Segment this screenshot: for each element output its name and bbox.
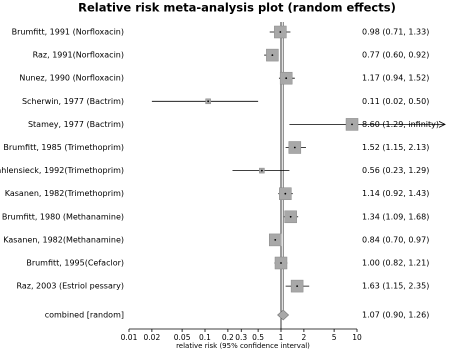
value-label: 1.52 (1.15, 2.13) <box>362 143 429 152</box>
value-label: 1.14 (0.92, 1.43) <box>362 189 429 198</box>
study-label: Stamey, 1977 (Bactrim) <box>28 120 124 129</box>
x-tick-label: 0.02 <box>144 333 161 342</box>
ci-arrow <box>438 121 446 128</box>
chart-title: Relative risk meta-analysis plot (random… <box>78 1 396 15</box>
x-tick-label: 0.5 <box>252 333 264 342</box>
estimate-dot <box>260 169 263 172</box>
study-label: Brumfitt, 1995(Cefaclor) <box>26 259 124 268</box>
study-label: Vahlensieck, 1992(Trimethoprim) <box>0 166 124 175</box>
value-label: 0.11 (0.02, 0.50) <box>362 97 429 106</box>
value-label: 1.00 (0.82, 1.21) <box>362 259 429 268</box>
estimate-dot <box>274 239 277 241</box>
pooled-value-label: 1.07 (0.90, 1.26) <box>362 311 429 320</box>
estimate-dot <box>293 146 296 149</box>
estimate-dot <box>279 31 282 33</box>
x-tick-label: 2 <box>301 333 306 342</box>
study-label: Brumfitt, 1980 (Methanamine) <box>2 212 124 221</box>
value-label: 0.56 (0.23, 1.29) <box>362 166 429 175</box>
x-tick-label: 0.01 <box>121 333 138 342</box>
value-label: 0.98 (0.71, 1.33) <box>362 28 429 37</box>
x-tick-label: 0.05 <box>174 333 191 342</box>
x-tick-label: 5 <box>332 333 337 342</box>
study-label: Raz, 1991(Norfloxacin) <box>33 51 124 60</box>
value-label: 1.17 (0.94, 1.52) <box>362 74 429 83</box>
x-tick-label: 0.2 <box>222 333 234 342</box>
value-label: 0.84 (0.70, 0.97) <box>362 235 429 244</box>
x-tick-label: 10 <box>352 333 362 342</box>
x-axis-label: relative risk (95% confidence interval) <box>176 342 310 350</box>
study-label: Brumfitt, 1991 (Norfloxacin) <box>12 28 124 37</box>
x-tick-label: 1 <box>279 333 284 342</box>
value-label: 1.34 (1.09, 1.68) <box>362 212 429 221</box>
estimate-dot <box>207 100 210 103</box>
estimate-dot <box>285 77 288 80</box>
study-label: Scherwin, 1977 (Bactrim) <box>22 97 124 106</box>
pooled-diamond <box>277 309 290 321</box>
estimate-dot <box>280 262 282 264</box>
value-label: 1.63 (1.15, 2.35) <box>362 282 429 291</box>
x-tick-label: 0.1 <box>199 333 211 342</box>
estimate-dot <box>271 54 274 56</box>
study-label: Brumfitt, 1985 (Trimethoprim) <box>3 143 124 152</box>
estimate-dot <box>284 192 287 195</box>
estimate-dot <box>351 123 353 126</box>
estimate-dot <box>296 285 299 287</box>
study-label: Nunez, 1990 (Norfloxacin) <box>19 74 124 83</box>
value-label: 0.77 (0.60, 0.92) <box>362 51 429 60</box>
pooled-label: combined [random] <box>45 311 124 320</box>
x-tick-label: 0.3 <box>235 333 247 342</box>
study-label: Kasanen, 1982(Methanamine) <box>3 235 124 244</box>
estimate-dot <box>289 215 292 218</box>
study-label: Kasanen, 1982(Trimethoprim) <box>5 189 124 198</box>
study-label: Raz, 2003 (Estriol pessary) <box>16 282 124 291</box>
